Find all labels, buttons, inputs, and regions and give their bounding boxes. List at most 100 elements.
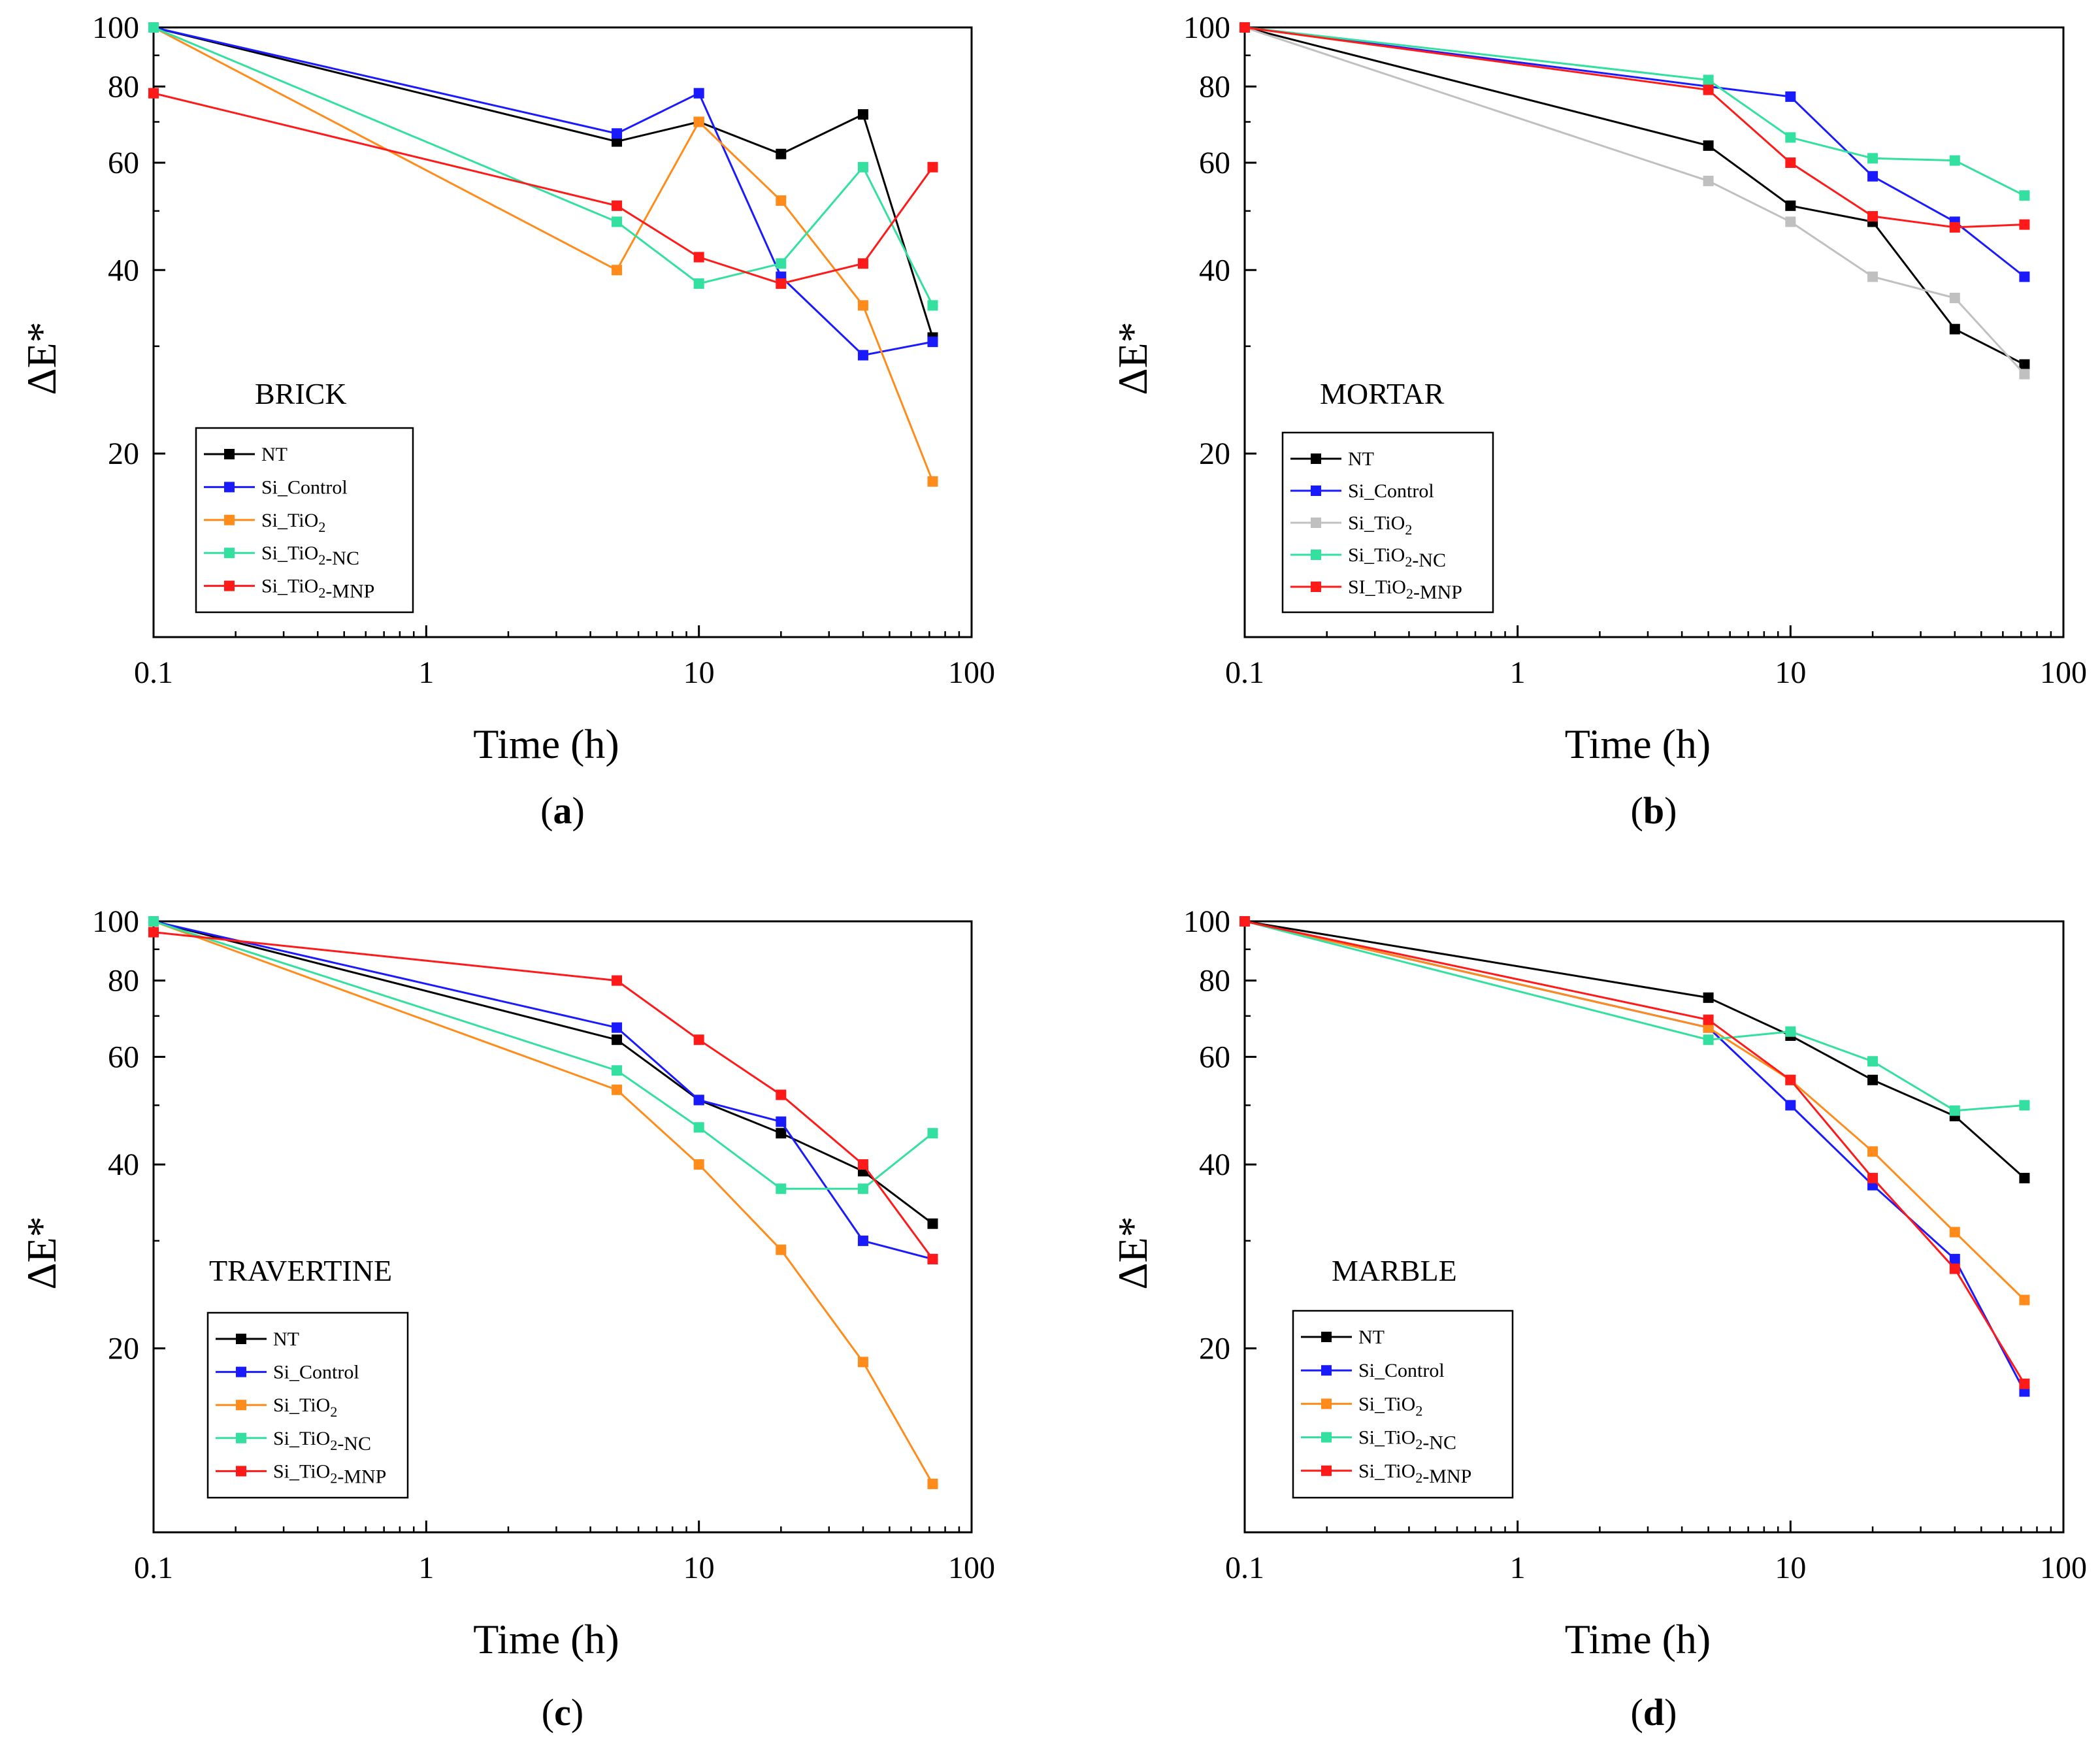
legend-swatch-marker — [236, 1466, 246, 1477]
data-point — [776, 148, 787, 159]
data-point — [857, 1357, 868, 1368]
data-point — [857, 109, 868, 120]
y-tick-label: 80 — [1199, 964, 1230, 998]
data-point — [857, 1235, 868, 1246]
y-tick-label: 20 — [1199, 436, 1230, 471]
data-point — [1949, 323, 1960, 335]
panel-label: (c) — [542, 1691, 583, 1734]
series-1 — [1239, 22, 2030, 282]
data-point — [776, 278, 787, 289]
data-point — [857, 1159, 868, 1170]
series-2 — [1239, 916, 2030, 1306]
legend-label: Si_TiO2-MNP — [1358, 1460, 1471, 1487]
data-point — [1949, 1105, 1960, 1116]
series-line — [1244, 920, 2026, 1385]
y-tick-label: 100 — [92, 904, 139, 939]
legend-item: Si_TiO2 — [204, 510, 325, 535]
series-3 — [1239, 22, 2030, 201]
x-tick-label: 10 — [1775, 1551, 1806, 1585]
series-4 — [148, 927, 938, 1264]
data-point — [776, 1089, 787, 1100]
x-axis-title: Time (h) — [473, 1616, 619, 1662]
data-point — [1785, 1100, 1796, 1111]
data-point — [612, 265, 623, 276]
series-line — [1244, 26, 2026, 366]
data-point — [1867, 1074, 1879, 1085]
data-point — [1703, 1034, 1714, 1045]
data-point — [693, 252, 704, 263]
legend-swatch-marker — [224, 580, 235, 591]
panel-label: (a) — [540, 789, 585, 832]
data-point — [2019, 190, 2030, 201]
data-point — [776, 195, 787, 206]
x-tick-label: 100 — [948, 1551, 995, 1585]
data-point — [1785, 132, 1796, 143]
data-point — [927, 161, 938, 173]
data-point — [1785, 1026, 1796, 1037]
y-tick-label: 40 — [1199, 1147, 1230, 1182]
series-4 — [1239, 916, 2030, 1389]
series-line — [1244, 26, 2026, 375]
series-line — [1244, 26, 2025, 229]
y-tick-label: 20 — [108, 1332, 139, 1366]
legend-swatch-marker — [224, 548, 235, 559]
plot-frame — [152, 920, 973, 1534]
data-point — [927, 300, 938, 311]
series-line — [1244, 26, 2026, 197]
data-point — [693, 88, 704, 99]
y-axis-title: ΔE* — [18, 321, 65, 395]
legend-label: SI_TiO2-MNP — [1348, 576, 1462, 603]
data-point — [1785, 91, 1796, 102]
data-point — [1867, 153, 1879, 164]
series-2 — [148, 22, 938, 487]
data-point — [1703, 74, 1714, 86]
y-tick-label: 20 — [108, 436, 139, 471]
data-point — [1703, 140, 1714, 151]
data-point — [612, 128, 623, 139]
data-point — [2019, 1100, 2030, 1111]
legend-item: Si_Control — [204, 476, 348, 498]
panel-label: (b) — [1631, 789, 1677, 832]
data-point — [1867, 211, 1879, 222]
legend-swatch-marker — [236, 1432, 246, 1443]
data-point — [1703, 992, 1714, 1003]
data-point — [857, 300, 868, 311]
legend-item: NT — [216, 1328, 299, 1350]
plot-frame — [1243, 920, 2065, 1534]
legend-swatch-marker — [1311, 486, 1321, 496]
data-point — [148, 88, 159, 99]
series-line — [1244, 26, 2026, 278]
series-line — [153, 26, 934, 306]
y-tick-label: 40 — [108, 1147, 139, 1182]
legend-label: NT — [261, 444, 287, 465]
legend-label: NT — [1348, 448, 1374, 470]
data-point — [1949, 1226, 1960, 1238]
panel-title: BRICK — [255, 377, 347, 410]
data-point — [148, 916, 159, 927]
series-line — [153, 26, 933, 357]
data-point — [857, 350, 868, 361]
data-point — [1867, 271, 1879, 282]
legend-label: Si_Control — [1348, 480, 1434, 502]
legend-label: Si_TiO2-NC — [1358, 1427, 1456, 1454]
legend-swatch-marker — [236, 1334, 246, 1344]
x-tick-label: 100 — [2040, 1551, 2087, 1585]
chart-panel-c: 0.1 1 10 100 20 40 60 80 100 Time (h) ΔE* (c) TRAVER… — [18, 904, 995, 1734]
data-point — [148, 22, 159, 33]
legend-swatch-marker — [1321, 1432, 1332, 1443]
data-point — [776, 1244, 787, 1255]
data-point — [693, 278, 704, 289]
data-point — [927, 1478, 938, 1489]
data-point — [1867, 1056, 1879, 1067]
data-point — [2019, 219, 2030, 230]
data-point — [1239, 22, 1250, 33]
legend-label: Si_TiO2-NC — [1348, 544, 1446, 571]
data-point — [2019, 1378, 2030, 1389]
x-axis-title: Time (h) — [1565, 721, 1711, 767]
series-line — [1244, 920, 2026, 1301]
x-axis-title: Time (h) — [1565, 1616, 1711, 1662]
legend: NT Si_Control Si_TiO2 Si_TiO2-NC Si_TiO2-MNP — [195, 427, 414, 614]
legend-label: Si_TiO2-MNP — [273, 1460, 386, 1487]
legend-item: Si_TiO2 — [1290, 512, 1412, 538]
panel-title: TRAVERTINE — [209, 1254, 392, 1287]
